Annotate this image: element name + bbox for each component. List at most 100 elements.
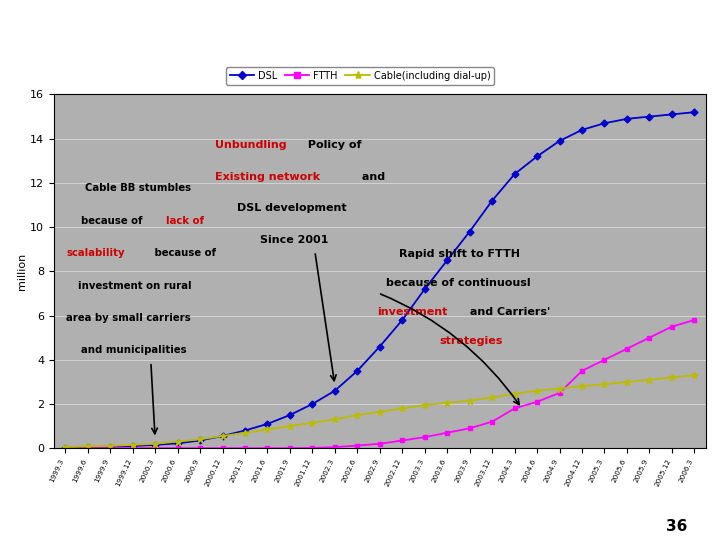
Cable(including dial-up) [353, 412, 361, 418]
Cable(including dial-up) [263, 426, 271, 433]
Cable(including dial-up) [196, 436, 204, 443]
DSL [150, 442, 159, 448]
FTTH [420, 434, 429, 441]
Text: investment: investment [377, 307, 448, 317]
DSL [645, 113, 654, 120]
DSL [577, 126, 586, 133]
Cable(including dial-up) [690, 372, 698, 379]
DSL [667, 111, 676, 118]
Cable(including dial-up) [218, 433, 227, 439]
Text: Unbundling: Unbundling [215, 140, 287, 150]
Text: area by small carriers: area by small carriers [66, 313, 191, 323]
DSL [263, 421, 271, 427]
Text: and municipalities: and municipalities [81, 346, 187, 355]
Cable(including dial-up) [330, 416, 339, 423]
FTTH [533, 399, 541, 405]
Cable(including dial-up) [398, 405, 407, 411]
Text: Cable BB stumbles: Cable BB stumbles [85, 184, 192, 193]
Cable(including dial-up) [533, 388, 541, 394]
DSL [308, 401, 317, 407]
FTTH [667, 323, 676, 330]
Cable(including dial-up) [376, 408, 384, 415]
FTTH [488, 418, 497, 425]
Line: FTTH: FTTH [63, 318, 697, 451]
Cable(including dial-up) [240, 429, 249, 436]
FTTH [330, 444, 339, 450]
Text: and: and [358, 172, 385, 181]
Text: Policy of: Policy of [305, 140, 361, 150]
DSL [555, 138, 564, 144]
FTTH [510, 405, 519, 411]
FTTH [443, 429, 451, 436]
DSL [286, 412, 294, 418]
DSL [174, 440, 182, 447]
Text: because of: because of [81, 216, 146, 226]
FTTH [645, 334, 654, 341]
Cable(including dial-up) [577, 383, 586, 389]
FTTH [308, 445, 317, 451]
DSL [61, 444, 70, 451]
DSL [218, 433, 227, 439]
DSL [488, 198, 497, 204]
Legend: DSL, FTTH, Cable(including dial-up): DSL, FTTH, Cable(including dial-up) [226, 67, 494, 85]
FTTH [263, 445, 271, 451]
DSL [353, 368, 361, 374]
FTTH [61, 445, 70, 451]
Text: and Carriers': and Carriers' [467, 307, 551, 317]
FTTH [150, 445, 159, 451]
Text: 36: 36 [666, 518, 688, 534]
Text: because of: because of [151, 248, 216, 258]
FTTH [690, 317, 698, 323]
Cable(including dial-up) [286, 423, 294, 429]
Cable(including dial-up) [555, 385, 564, 392]
DSL [690, 109, 698, 116]
FTTH [84, 445, 92, 451]
Cable(including dial-up) [174, 438, 182, 445]
FTTH [465, 425, 474, 431]
DSL [465, 228, 474, 235]
FTTH [286, 445, 294, 451]
Line: DSL: DSL [63, 110, 697, 450]
Cable(including dial-up) [443, 400, 451, 406]
Cable(including dial-up) [510, 391, 519, 397]
Text: lack of: lack of [166, 216, 204, 226]
DSL [600, 120, 609, 126]
DSL [533, 153, 541, 160]
Text: because of continuousl: because of continuousl [386, 278, 531, 288]
FTTH [577, 368, 586, 374]
Cable(including dial-up) [645, 376, 654, 383]
Text: DSL development: DSL development [238, 203, 347, 213]
FTTH [174, 445, 182, 451]
Text: scalability: scalability [66, 248, 125, 258]
DSL [510, 171, 519, 177]
FTTH [600, 356, 609, 363]
Text: Since 2001: Since 2001 [260, 235, 328, 245]
FTTH [106, 445, 114, 451]
FTTH [128, 445, 137, 451]
Cable(including dial-up) [150, 441, 159, 447]
Cable(including dial-up) [488, 394, 497, 401]
Cable(including dial-up) [308, 420, 317, 426]
FTTH [218, 445, 227, 451]
Text: investment on rural: investment on rural [78, 281, 192, 291]
DSL [420, 286, 429, 292]
Cable(including dial-up) [61, 444, 70, 450]
DSL [330, 388, 339, 394]
Text: Rapid shift to FTTH: Rapid shift to FTTH [400, 249, 521, 259]
FTTH [376, 441, 384, 447]
Text: Existing network: Existing network [215, 172, 320, 181]
FTTH [240, 445, 249, 451]
FTTH [398, 437, 407, 444]
Text: strategies: strategies [440, 336, 503, 346]
Cable(including dial-up) [128, 442, 137, 448]
DSL [84, 444, 92, 450]
DSL [623, 116, 631, 122]
Cable(including dial-up) [600, 381, 609, 387]
FTTH [196, 445, 204, 451]
Line: Cable(including dial-up): Cable(including dial-up) [62, 372, 698, 450]
Cable(including dial-up) [623, 379, 631, 385]
DSL [128, 443, 137, 449]
Cable(including dial-up) [106, 443, 114, 449]
DSL [196, 437, 204, 444]
DSL [376, 343, 384, 350]
